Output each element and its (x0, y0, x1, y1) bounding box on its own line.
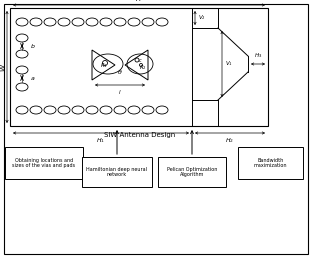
Text: $a$: $a$ (30, 74, 36, 81)
Ellipse shape (16, 106, 28, 114)
Text: $V_1$: $V_1$ (225, 60, 233, 68)
Text: $V_2$: $V_2$ (198, 14, 206, 22)
Text: Bandwidth
maximization: Bandwidth maximization (254, 158, 287, 168)
Text: $R_2$: $R_2$ (139, 63, 147, 73)
Ellipse shape (44, 18, 56, 26)
Ellipse shape (72, 106, 84, 114)
Text: $c$: $c$ (138, 56, 142, 63)
Text: $H_2$: $H_2$ (226, 136, 235, 145)
Ellipse shape (128, 18, 140, 26)
Text: $R_1$: $R_1$ (100, 62, 108, 70)
Polygon shape (125, 50, 148, 80)
Ellipse shape (114, 18, 126, 26)
Ellipse shape (44, 106, 56, 114)
Text: SIW Antenna Design: SIW Antenna Design (105, 132, 176, 138)
Text: Hamiltonian deep neural
network: Hamiltonian deep neural network (86, 167, 148, 177)
Ellipse shape (86, 18, 98, 26)
Text: Pelican Optimization
Algorithm: Pelican Optimization Algorithm (167, 167, 217, 177)
Text: Obtaining locations and
sizes of the vias and pads: Obtaining locations and sizes of the via… (12, 158, 76, 168)
Ellipse shape (86, 106, 98, 114)
Ellipse shape (16, 50, 28, 58)
Text: $l$: $l$ (118, 88, 122, 96)
Text: $\theta$: $\theta$ (117, 68, 123, 76)
Bar (238, 147, 303, 179)
Ellipse shape (58, 18, 70, 26)
Ellipse shape (100, 18, 112, 26)
Ellipse shape (156, 106, 168, 114)
Ellipse shape (142, 18, 154, 26)
Ellipse shape (100, 106, 112, 114)
Polygon shape (92, 50, 115, 80)
Ellipse shape (16, 66, 28, 74)
Text: $W$: $W$ (0, 62, 8, 72)
Text: $H_1$: $H_1$ (96, 136, 105, 145)
Ellipse shape (16, 18, 28, 26)
Ellipse shape (128, 106, 140, 114)
Text: $H_3$: $H_3$ (254, 51, 262, 60)
Ellipse shape (16, 34, 28, 42)
Ellipse shape (142, 106, 154, 114)
Ellipse shape (58, 106, 70, 114)
Ellipse shape (30, 106, 42, 114)
Ellipse shape (16, 83, 28, 91)
Text: $b$: $b$ (30, 42, 36, 50)
Bar (5, 147, 83, 179)
Ellipse shape (30, 18, 42, 26)
Ellipse shape (156, 18, 168, 26)
Bar (10, 8, 268, 126)
Text: $H$: $H$ (135, 0, 143, 3)
Ellipse shape (114, 106, 126, 114)
Bar (158, 157, 226, 187)
Ellipse shape (72, 18, 84, 26)
Bar (82, 157, 152, 187)
